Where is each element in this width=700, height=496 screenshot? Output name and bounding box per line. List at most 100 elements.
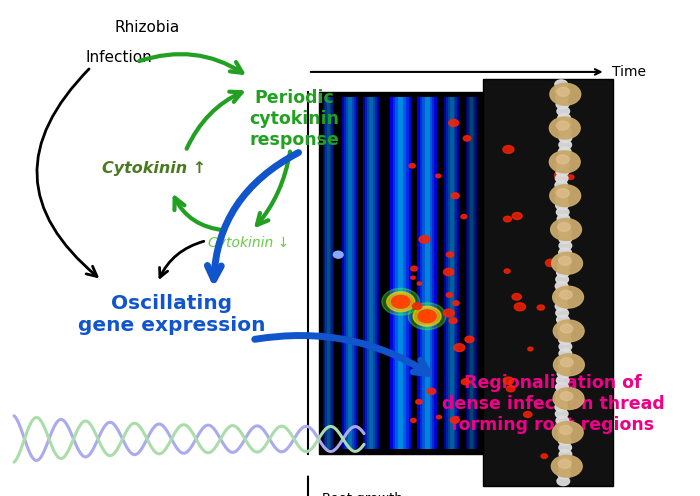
Circle shape: [552, 286, 583, 308]
Circle shape: [550, 83, 581, 105]
Circle shape: [556, 167, 568, 176]
Circle shape: [555, 409, 568, 418]
Circle shape: [504, 269, 510, 273]
Circle shape: [559, 241, 572, 250]
Circle shape: [453, 301, 459, 306]
Circle shape: [386, 292, 414, 311]
Circle shape: [553, 388, 584, 410]
Circle shape: [418, 310, 436, 323]
Bar: [435, 97, 437, 449]
Circle shape: [410, 418, 416, 423]
Circle shape: [557, 107, 570, 116]
Circle shape: [555, 194, 568, 203]
Circle shape: [560, 324, 573, 333]
Bar: [483, 79, 612, 486]
Circle shape: [568, 175, 574, 180]
Circle shape: [558, 255, 570, 264]
Circle shape: [556, 309, 568, 317]
Circle shape: [554, 354, 584, 375]
Text: Infection: Infection: [85, 50, 153, 64]
Bar: [331, 97, 332, 449]
Circle shape: [558, 329, 570, 338]
Bar: [470, 97, 472, 449]
Circle shape: [556, 189, 569, 198]
Circle shape: [552, 422, 583, 443]
Circle shape: [559, 140, 571, 149]
Bar: [468, 97, 470, 449]
Circle shape: [559, 127, 571, 136]
Circle shape: [559, 120, 571, 129]
Circle shape: [411, 266, 417, 271]
Circle shape: [512, 294, 522, 300]
Circle shape: [557, 477, 570, 486]
Circle shape: [537, 305, 545, 310]
Bar: [454, 97, 456, 449]
Bar: [377, 97, 379, 449]
Circle shape: [417, 282, 421, 285]
Bar: [475, 97, 476, 449]
Bar: [365, 97, 367, 449]
Circle shape: [559, 356, 571, 365]
Circle shape: [559, 256, 571, 265]
Bar: [448, 97, 450, 449]
Bar: [346, 97, 348, 449]
Circle shape: [436, 174, 441, 178]
Circle shape: [552, 252, 582, 274]
Circle shape: [559, 450, 572, 459]
Bar: [409, 97, 412, 449]
Circle shape: [554, 171, 567, 180]
Circle shape: [541, 454, 547, 458]
Circle shape: [559, 228, 571, 237]
Circle shape: [552, 455, 582, 477]
Circle shape: [559, 133, 572, 142]
Circle shape: [559, 335, 571, 344]
Circle shape: [450, 417, 459, 423]
Circle shape: [561, 358, 573, 367]
Bar: [352, 97, 354, 449]
Circle shape: [556, 268, 569, 277]
Circle shape: [558, 114, 570, 123]
Bar: [326, 97, 327, 449]
Circle shape: [416, 400, 422, 404]
Bar: [371, 97, 373, 449]
Circle shape: [555, 80, 568, 89]
Circle shape: [559, 248, 571, 257]
Circle shape: [461, 379, 470, 385]
Bar: [350, 97, 352, 449]
Circle shape: [555, 87, 568, 96]
Bar: [330, 97, 331, 449]
Circle shape: [559, 290, 572, 299]
Circle shape: [559, 443, 571, 452]
Bar: [393, 97, 395, 449]
Bar: [446, 97, 448, 449]
Circle shape: [557, 87, 570, 96]
Bar: [452, 97, 454, 449]
Bar: [417, 97, 420, 449]
Circle shape: [559, 459, 571, 468]
Circle shape: [558, 223, 570, 232]
Bar: [367, 97, 369, 449]
Circle shape: [465, 336, 474, 343]
Bar: [318, 92, 483, 454]
Circle shape: [555, 187, 568, 196]
Text: Oscillating
gene expression: Oscillating gene expression: [78, 295, 265, 335]
Circle shape: [557, 423, 570, 432]
Circle shape: [556, 275, 568, 284]
Text: Cytokinin ↓: Cytokinin ↓: [208, 236, 289, 250]
Circle shape: [556, 155, 569, 164]
Bar: [363, 97, 365, 449]
Bar: [375, 97, 377, 449]
Circle shape: [555, 403, 568, 412]
Circle shape: [447, 293, 453, 297]
Circle shape: [559, 147, 571, 156]
Circle shape: [557, 261, 570, 270]
Circle shape: [412, 303, 422, 310]
Text: Cytokinin ↑: Cytokinin ↑: [102, 161, 206, 176]
Circle shape: [559, 349, 572, 358]
Text: Regionalization of
dense infection thread
forming root regions: Regionalization of dense infection threa…: [442, 374, 664, 434]
Bar: [328, 97, 330, 449]
Bar: [342, 97, 344, 449]
Circle shape: [408, 303, 446, 330]
Circle shape: [550, 185, 580, 207]
Circle shape: [559, 426, 572, 434]
